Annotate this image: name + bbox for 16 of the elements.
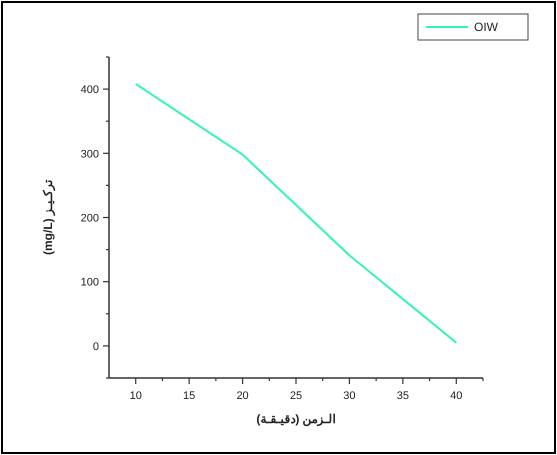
y-tick-label: 200: [80, 212, 99, 224]
y-tick-label: 0: [92, 340, 99, 353]
x-tick-label: 40: [450, 390, 462, 402]
y-axis-title: تركـيـز (mg/L): [41, 179, 56, 256]
x-tick-label: 15: [183, 390, 196, 402]
x-axis-title: الـزمن (دقيـقـة): [256, 412, 336, 427]
y-tick-label: 300: [80, 148, 99, 160]
legend-label: OIW: [474, 20, 499, 34]
x-tick-label: 20: [236, 390, 249, 402]
x-tick-label: 25: [290, 390, 302, 402]
x-tick-label: 30: [343, 390, 356, 402]
x-tick-label: 35: [396, 390, 409, 402]
x-tick-label: 10: [130, 390, 142, 402]
y-tick-label: 400: [80, 84, 99, 96]
y-tick-label: 100: [80, 276, 99, 289]
line-series: [134, 82, 458, 344]
